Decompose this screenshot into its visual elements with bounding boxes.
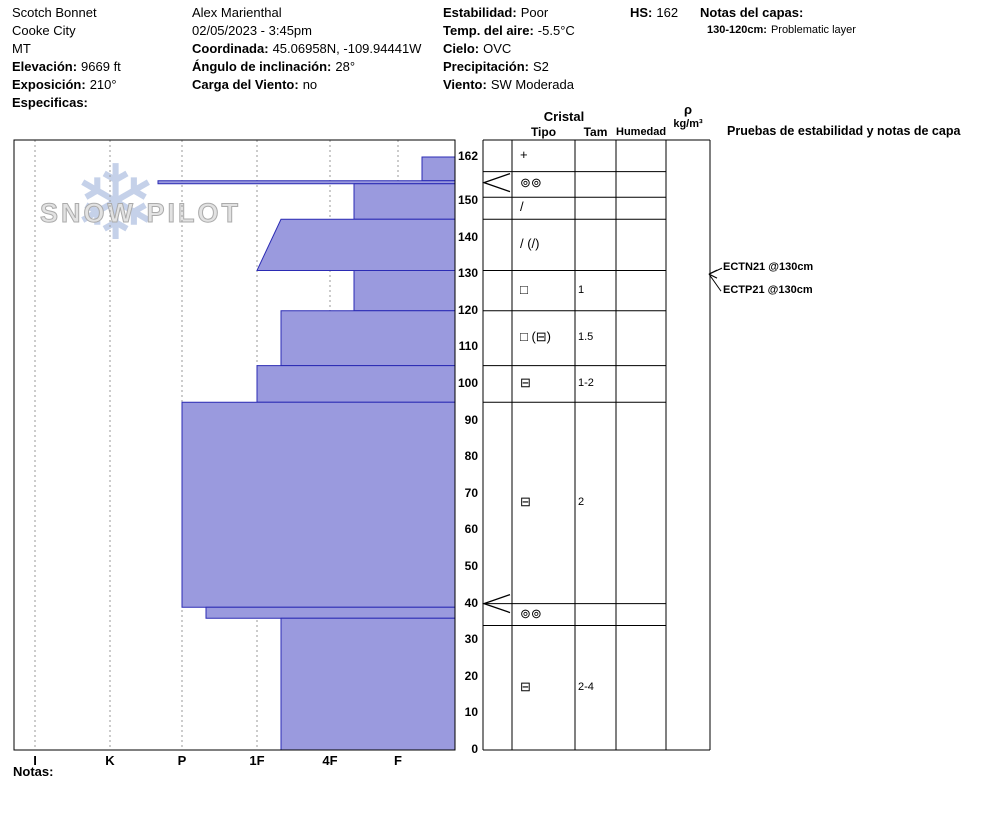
hs-line: HS: 162 xyxy=(630,4,678,22)
tam-header: Tam xyxy=(583,125,608,139)
sky-value: OVC xyxy=(483,41,512,56)
precip-label: Precipitación: xyxy=(443,59,529,74)
site-locality: Cooke City xyxy=(12,23,76,38)
wind-loading-line: Carga del Viento: no xyxy=(192,76,421,94)
slope-angle-value: 28° xyxy=(335,59,356,74)
hardness-bar xyxy=(353,269,456,312)
observation-datetime: 02/05/2023 - 3:45pm xyxy=(192,23,312,38)
observer-name: Alex Marienthal xyxy=(192,5,282,20)
wind-line: Viento: SW Moderada xyxy=(443,76,575,94)
specifics-label: Especificas: xyxy=(12,95,88,110)
hardness-bar xyxy=(256,365,456,403)
notes-footer-label: Notas: xyxy=(13,764,54,779)
slope-angle-line: Ángulo de inclinación: 28° xyxy=(192,58,421,76)
hs-value: 162 xyxy=(656,5,679,20)
layer-note-range: 130-120cm: xyxy=(707,24,767,36)
hardness-bar xyxy=(280,617,456,751)
hardness-bar xyxy=(353,183,456,220)
conditions-info: Estabilidad: Poor Temp. del aire: -5.5°C C… xyxy=(443,4,575,94)
air-temp-line: Temp. del aire: -5.5°C xyxy=(443,22,575,40)
test-leader-line xyxy=(708,267,723,275)
sky-label: Cielo: xyxy=(443,41,480,56)
snowflake-icon: ❄ xyxy=(72,146,160,262)
aspect-line: Exposición: 210° xyxy=(12,76,121,94)
hs-label: HS: xyxy=(630,5,653,20)
wind-value: SW Moderada xyxy=(490,77,574,92)
coordinates-line: Coordinada: 45.06958N, -109.94441W xyxy=(192,40,421,58)
wind-loading-value: no xyxy=(302,77,318,92)
air-temp-label: Temp. del aire: xyxy=(443,23,534,38)
density-symbol-header: ρ xyxy=(683,102,693,117)
layer-notes-title: Notas del capas: xyxy=(700,4,856,22)
sky-line: Cielo: OVC xyxy=(443,40,575,58)
layer-note-item: 130-120cm: Problematic layer xyxy=(700,22,856,38)
aspect-label: Exposición: xyxy=(12,77,86,92)
stability-label: Estabilidad: xyxy=(443,5,517,20)
hardness-bar xyxy=(205,606,456,619)
precip-line: Precipitación: S2 xyxy=(443,58,575,76)
wind-label: Viento: xyxy=(443,77,487,92)
layer-notes: Notas del capas: 130-120cm: Problematic l… xyxy=(700,4,856,38)
stability-line: Estabilidad: Poor xyxy=(443,4,575,22)
layer-notes-label: Notas del capas: xyxy=(700,5,804,20)
elevation-value: 9669 ft xyxy=(81,59,121,74)
stability-value: Poor xyxy=(520,5,549,20)
test-leader-line xyxy=(708,273,722,292)
wind-loading-label: Carga del Viento: xyxy=(192,77,299,92)
observer-info: Alex Marienthal 02/05/2023 - 3:45pm Coor… xyxy=(192,4,421,94)
slope-angle-label: Ángulo de inclinación: xyxy=(192,59,332,74)
site-state: MT xyxy=(12,41,31,56)
snowpilot-logo: SNOW PILOT xyxy=(40,198,241,229)
plot-border xyxy=(13,139,456,751)
flagged-layer-arrow xyxy=(482,593,511,614)
coordinates-label: Coordinada: xyxy=(192,41,269,56)
tipo-header: Tipo xyxy=(530,125,557,139)
hardness-bar xyxy=(280,310,456,367)
stability-tests-header: Pruebas de estabilidad y notas de capa xyxy=(727,124,961,138)
aspect-value: 210° xyxy=(89,77,117,92)
density-units-header: kg/m³ xyxy=(673,118,703,130)
site-info: Scotch Bonnet Cooke City MT Elevación: 96… xyxy=(12,4,121,112)
flagged-layer-arrow xyxy=(482,173,511,193)
air-temp-value: -5.5°C xyxy=(537,23,575,38)
hardness-bar xyxy=(256,218,456,271)
precip-value: S2 xyxy=(532,59,549,74)
specifics-line: Especificas: xyxy=(12,94,121,112)
coordinates-value: 45.06958N, -109.94441W xyxy=(272,41,422,56)
layer-note-text: Problematic layer xyxy=(770,24,856,36)
hardness-bar xyxy=(181,401,456,608)
elevation-label: Elevación: xyxy=(12,59,78,74)
hardness-bar xyxy=(421,156,456,182)
elevation-line: Elevación: 9669 ft xyxy=(12,58,121,76)
site-name: Scotch Bonnet xyxy=(12,5,97,20)
snow-height: HS: 162 xyxy=(630,4,678,22)
cristal-header: Cristal xyxy=(543,109,585,124)
humedad-header: Humedad xyxy=(616,126,667,138)
